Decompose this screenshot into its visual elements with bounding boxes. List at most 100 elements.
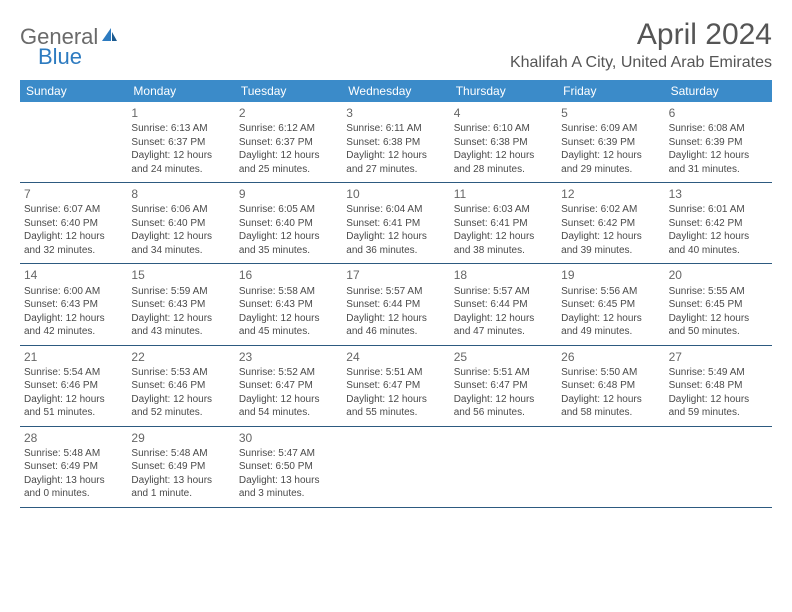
day-cell: 24Sunrise: 5:51 AMSunset: 6:47 PMDayligh…: [342, 346, 449, 426]
day-info-line: and 39 minutes.: [561, 244, 660, 258]
day-info-line: Daylight: 12 hours: [239, 393, 338, 407]
day-info-line: Daylight: 12 hours: [346, 230, 445, 244]
day-cell: 20Sunrise: 5:55 AMSunset: 6:45 PMDayligh…: [665, 264, 772, 344]
day-info-line: and 36 minutes.: [346, 244, 445, 258]
day-info-line: Sunset: 6:48 PM: [669, 379, 768, 393]
day-info-line: Sunset: 6:49 PM: [131, 460, 230, 474]
day-cell: 28Sunrise: 5:48 AMSunset: 6:49 PMDayligh…: [20, 427, 127, 507]
day-number: 30: [239, 430, 338, 446]
day-info-line: Daylight: 12 hours: [346, 393, 445, 407]
weekday-header: Wednesday: [342, 80, 449, 102]
day-number: 28: [24, 430, 123, 446]
day-number: 24: [346, 349, 445, 365]
day-info-line: Sunset: 6:38 PM: [454, 136, 553, 150]
day-info-line: Daylight: 12 hours: [561, 149, 660, 163]
day-info-line: and 58 minutes.: [561, 406, 660, 420]
day-cell: 12Sunrise: 6:02 AMSunset: 6:42 PMDayligh…: [557, 183, 664, 263]
day-info-line: Sunrise: 5:59 AM: [131, 285, 230, 299]
weekday-header: Tuesday: [235, 80, 342, 102]
day-info-line: and 51 minutes.: [24, 406, 123, 420]
day-info-line: Sunset: 6:42 PM: [669, 217, 768, 231]
day-info-line: Sunrise: 6:05 AM: [239, 203, 338, 217]
week-row: 28Sunrise: 5:48 AMSunset: 6:49 PMDayligh…: [20, 427, 772, 508]
day-number: 12: [561, 186, 660, 202]
day-number: 26: [561, 349, 660, 365]
day-cell: 10Sunrise: 6:04 AMSunset: 6:41 PMDayligh…: [342, 183, 449, 263]
day-info-line: Daylight: 12 hours: [131, 230, 230, 244]
week-row: 1Sunrise: 6:13 AMSunset: 6:37 PMDaylight…: [20, 102, 772, 183]
day-number: 16: [239, 267, 338, 283]
day-info-line: Daylight: 13 hours: [24, 474, 123, 488]
day-info-line: Sunrise: 5:53 AM: [131, 366, 230, 380]
day-cell: 3Sunrise: 6:11 AMSunset: 6:38 PMDaylight…: [342, 102, 449, 182]
day-info-line: Sunset: 6:46 PM: [24, 379, 123, 393]
day-info-line: Sunrise: 5:58 AM: [239, 285, 338, 299]
day-info-line: Sunrise: 5:51 AM: [454, 366, 553, 380]
day-info-line: Sunset: 6:45 PM: [669, 298, 768, 312]
day-info-line: Sunset: 6:46 PM: [131, 379, 230, 393]
day-number: 23: [239, 349, 338, 365]
day-info-line: Daylight: 12 hours: [239, 149, 338, 163]
day-info-line: Sunset: 6:47 PM: [346, 379, 445, 393]
day-cell: 21Sunrise: 5:54 AMSunset: 6:46 PMDayligh…: [20, 346, 127, 426]
day-info-line: Sunrise: 5:48 AM: [24, 447, 123, 461]
calendar-body: 1Sunrise: 6:13 AMSunset: 6:37 PMDaylight…: [20, 102, 772, 508]
day-info-line: Sunset: 6:41 PM: [454, 217, 553, 231]
day-info-line: Sunrise: 5:52 AM: [239, 366, 338, 380]
day-cell: 4Sunrise: 6:10 AMSunset: 6:38 PMDaylight…: [450, 102, 557, 182]
day-info-line: Daylight: 12 hours: [24, 393, 123, 407]
day-info-line: Sunset: 6:39 PM: [669, 136, 768, 150]
day-info-line: Sunrise: 6:04 AM: [346, 203, 445, 217]
day-info-line: Sunset: 6:37 PM: [131, 136, 230, 150]
day-info-line: and 47 minutes.: [454, 325, 553, 339]
day-info-line: Daylight: 13 hours: [131, 474, 230, 488]
day-info-line: Daylight: 12 hours: [669, 393, 768, 407]
day-info-line: Sunrise: 5:56 AM: [561, 285, 660, 299]
day-info-line: Daylight: 12 hours: [346, 312, 445, 326]
day-number: 9: [239, 186, 338, 202]
day-info-line: and 35 minutes.: [239, 244, 338, 258]
day-cell: [342, 427, 449, 507]
weekday-header: Thursday: [450, 80, 557, 102]
day-info-line: Sunset: 6:40 PM: [24, 217, 123, 231]
day-number: 8: [131, 186, 230, 202]
day-info-line: Sunset: 6:43 PM: [239, 298, 338, 312]
day-cell: 18Sunrise: 5:57 AMSunset: 6:44 PMDayligh…: [450, 264, 557, 344]
weekday-header: Sunday: [20, 80, 127, 102]
day-info-line: Sunrise: 5:51 AM: [346, 366, 445, 380]
day-info-line: Sunrise: 6:12 AM: [239, 122, 338, 136]
day-info-line: and 49 minutes.: [561, 325, 660, 339]
day-info-line: Sunset: 6:50 PM: [239, 460, 338, 474]
day-cell: 19Sunrise: 5:56 AMSunset: 6:45 PMDayligh…: [557, 264, 664, 344]
day-info-line: Sunrise: 5:47 AM: [239, 447, 338, 461]
day-info-line: Sunrise: 6:03 AM: [454, 203, 553, 217]
day-info-line: Sunrise: 6:11 AM: [346, 122, 445, 136]
day-number: 27: [669, 349, 768, 365]
day-info-line: and 45 minutes.: [239, 325, 338, 339]
day-cell: 14Sunrise: 6:00 AMSunset: 6:43 PMDayligh…: [20, 264, 127, 344]
day-info-line: Sunset: 6:40 PM: [239, 217, 338, 231]
day-info-line: and 24 minutes.: [131, 163, 230, 177]
location: Khalifah A City, United Arab Emirates: [510, 54, 772, 72]
day-info-line: Sunset: 6:49 PM: [24, 460, 123, 474]
day-cell: [665, 427, 772, 507]
day-info-line: and 42 minutes.: [24, 325, 123, 339]
day-info-line: Daylight: 12 hours: [669, 312, 768, 326]
day-cell: 27Sunrise: 5:49 AMSunset: 6:48 PMDayligh…: [665, 346, 772, 426]
day-cell: 17Sunrise: 5:57 AMSunset: 6:44 PMDayligh…: [342, 264, 449, 344]
month-title: April 2024: [510, 18, 772, 52]
day-info-line: and 50 minutes.: [669, 325, 768, 339]
day-info-line: Sunrise: 6:07 AM: [24, 203, 123, 217]
day-info-line: Daylight: 12 hours: [561, 393, 660, 407]
day-info-line: Sunset: 6:48 PM: [561, 379, 660, 393]
day-info-line: and 0 minutes.: [24, 487, 123, 501]
day-cell: [20, 102, 127, 182]
day-cell: 13Sunrise: 6:01 AMSunset: 6:42 PMDayligh…: [665, 183, 772, 263]
day-info-line: and 59 minutes.: [669, 406, 768, 420]
day-cell: 5Sunrise: 6:09 AMSunset: 6:39 PMDaylight…: [557, 102, 664, 182]
day-cell: 22Sunrise: 5:53 AMSunset: 6:46 PMDayligh…: [127, 346, 234, 426]
day-number: 6: [669, 105, 768, 121]
day-info-line: Sunset: 6:45 PM: [561, 298, 660, 312]
day-info-line: Sunset: 6:47 PM: [239, 379, 338, 393]
weekday-header: Saturday: [665, 80, 772, 102]
